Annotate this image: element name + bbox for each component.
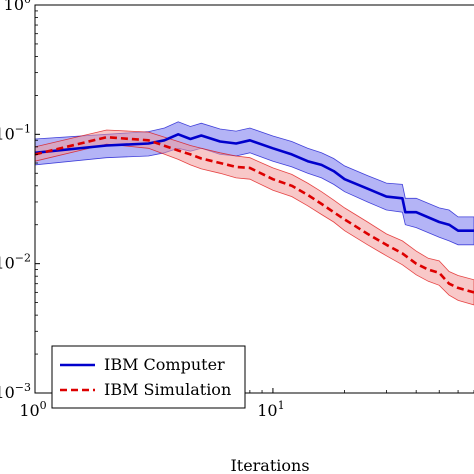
y-tick-label: 100 [4,0,31,14]
plot-frame [34,4,474,394]
x-tick-label: 100 [19,399,46,420]
y-tick-label: 10−3 [0,381,31,402]
line-series-2 [34,135,474,294]
y-tick-label: 10−1 [0,122,31,143]
x-tick-label: 101 [257,399,284,420]
legend: IBM Computer IBM Simulation [51,345,246,409]
x-axis-label: Iterations [230,456,309,474]
legend-box [51,345,246,409]
y-tick-label: 10−2 [0,252,31,273]
line-series-1 [34,133,474,232]
series-lines [34,133,474,294]
legend-label-1: IBM Computer [104,355,225,374]
legend-label-2: IBM Simulation [104,380,231,399]
